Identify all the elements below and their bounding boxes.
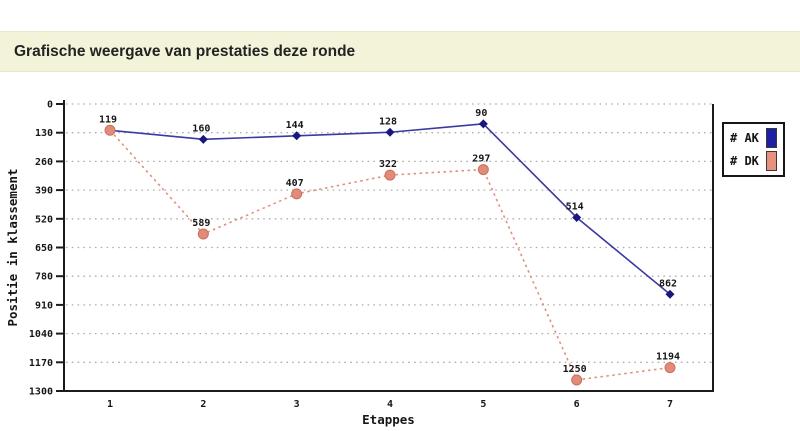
y-tick-label: 1040: [29, 329, 53, 340]
y-axis-title: Positie in klassement: [5, 168, 20, 326]
x-axis-title: Etappes: [362, 412, 415, 427]
legend-item-dk: # DK: [730, 151, 777, 171]
data-point-diamond: [292, 131, 302, 141]
y-tick-label: 1170: [29, 358, 53, 369]
point-value-label: 297: [472, 154, 490, 165]
y-tick-label: 650: [35, 243, 53, 254]
data-point-diamond: [665, 289, 675, 299]
legend-swatch-dk-icon: [765, 151, 777, 171]
y-tick-label: 910: [35, 300, 53, 311]
performance-chart: 0 130 260 390 520 650 780 910 1040 1170 1300 1 2 3 4 5 6…: [5, 100, 714, 427]
point-value-label: 1194: [656, 352, 680, 363]
point-value-label: 862: [659, 278, 677, 289]
y-tick-label: 390: [35, 186, 53, 197]
y-tick-label: 0: [47, 100, 53, 111]
point-value-label: 589: [192, 218, 210, 229]
point-value-label: 407: [286, 178, 304, 189]
data-point-diamond: [198, 134, 208, 144]
y-tick-label: 1300: [29, 387, 53, 398]
point-value-label: 119: [99, 114, 117, 125]
data-point-circle: [197, 228, 209, 240]
legend-label-dk: # DK: [730, 154, 759, 168]
data-point-circle: [571, 374, 583, 386]
x-tick-label: 3: [294, 399, 300, 410]
data-point-diamond: [478, 119, 488, 129]
y-tick-label: 260: [35, 157, 53, 168]
legend-item-ak: # AK: [730, 128, 777, 148]
header-bar: Grafische weergave van prestaties deze r…: [0, 31, 800, 72]
y-tick-label: 520: [35, 214, 53, 225]
data-point-circle: [104, 124, 116, 136]
point-value-label: 1250: [563, 364, 587, 375]
page-title: Grafische weergave van prestaties deze r…: [14, 42, 356, 60]
legend-swatch-ak-icon: [765, 128, 777, 148]
x-tick-label: 5: [480, 399, 486, 410]
x-tick-label: 4: [387, 399, 393, 410]
data-point-circle: [384, 169, 396, 181]
chart-legend: # AK # DK: [722, 122, 785, 177]
x-tick-label: 7: [667, 399, 673, 410]
point-value-label: 322: [379, 159, 397, 170]
point-value-label: 160: [192, 123, 210, 134]
point-value-label: 90: [475, 108, 487, 119]
x-tick-label: 6: [574, 399, 580, 410]
data-point-circle: [291, 188, 303, 200]
legend-label-ak: # AK: [730, 131, 759, 145]
data-point-diamond: [385, 127, 395, 137]
y-tick-label: 780: [35, 272, 53, 283]
data-point-circle: [477, 164, 489, 176]
x-tick-label: 2: [200, 399, 206, 410]
point-value-label: 514: [566, 201, 584, 212]
x-tick-label: 1: [107, 399, 113, 410]
data-point-circle: [664, 362, 676, 374]
point-value-label: 144: [286, 120, 304, 131]
series-line-0: [109, 123, 671, 295]
point-value-label: 128: [379, 116, 397, 127]
y-tick-label: 130: [35, 128, 53, 139]
data-point-diamond: [572, 212, 582, 222]
